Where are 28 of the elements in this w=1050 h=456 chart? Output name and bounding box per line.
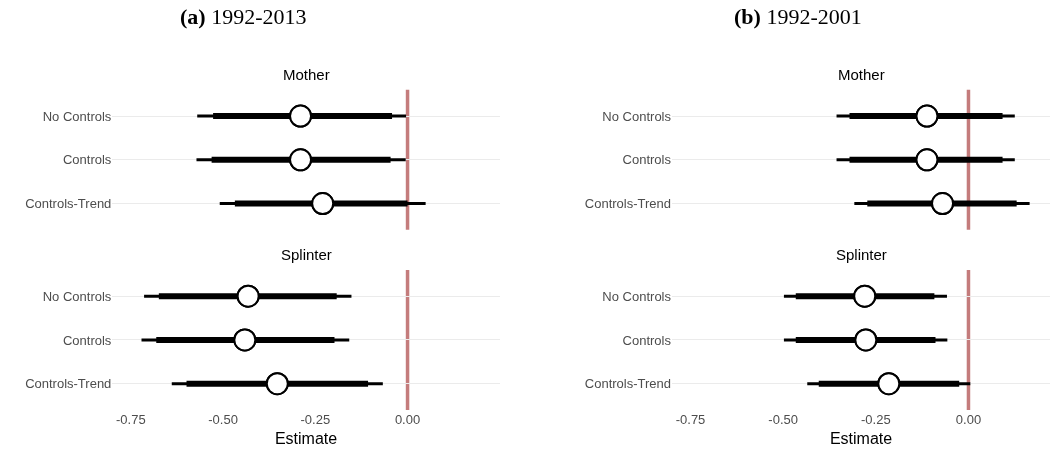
y-tick-label: Controls-Trend (584, 196, 671, 212)
x-tick-label: -0.50 (208, 411, 238, 427)
y-tick-label: No Controls (42, 108, 112, 124)
x-tick-label: -0.25 (861, 411, 891, 427)
y-tick-label: No Controls (42, 288, 112, 304)
y-tick-label: Controls-Trend (584, 376, 671, 392)
chart-title: Splinter (836, 246, 887, 263)
x-tick-label: -0.75 (115, 411, 146, 427)
y-tick-label: No Controls (602, 108, 672, 124)
chart-title: Mother (283, 66, 330, 83)
text: (b) 1992-2001 (734, 4, 862, 29)
x-axis-title: Estimate (829, 429, 893, 447)
y-tick-label: Controls-Trend (25, 376, 112, 392)
x-axis-title: Estimate (274, 429, 338, 447)
chart-title: Splinter (281, 246, 332, 263)
text: (a) 1992-2013 (180, 4, 307, 29)
x-tick-label: -0.25 (300, 411, 331, 427)
x-tick-label: 0.00 (394, 411, 421, 427)
y-tick-label: No Controls (602, 288, 672, 304)
y-tick-label: Controls (622, 332, 672, 348)
y-tick-label: Controls (62, 152, 112, 168)
x-tick-label: -0.75 (675, 411, 706, 427)
x-tick-label: -0.50 (768, 411, 798, 427)
y-tick-label: Controls (62, 332, 112, 348)
y-tick-label: Controls-Trend (25, 196, 112, 212)
chart-title: Mother (838, 66, 885, 83)
x-tick-label: 0.00 (955, 411, 982, 427)
y-tick-label: Controls (622, 152, 672, 168)
